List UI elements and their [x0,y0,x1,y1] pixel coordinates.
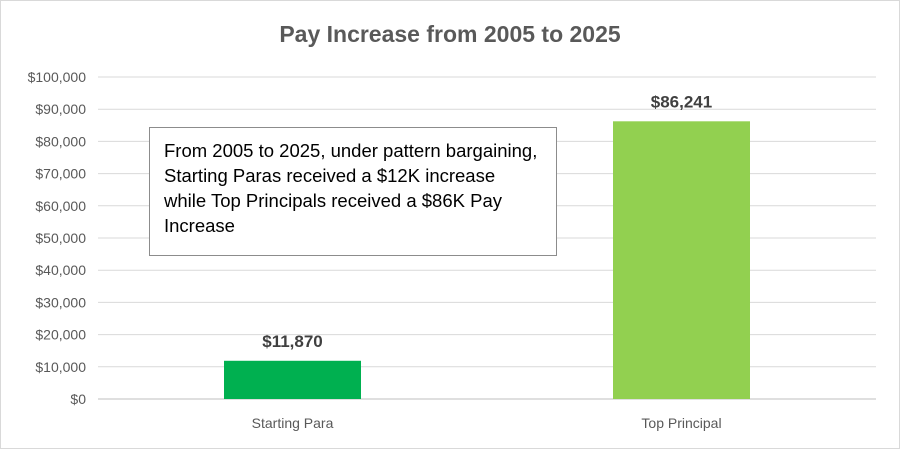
bar [224,360,361,399]
y-tick-label: $60,000 [35,198,86,214]
y-tick-label: $30,000 [35,294,86,310]
y-tick-label: $100,000 [28,69,87,85]
y-tick-label: $80,000 [35,133,86,149]
y-tick-label: $50,000 [35,230,86,246]
y-axis-ticks: $0 $10,000 $20,000 $30,000 $40,000 $50,000 $60… [28,69,87,407]
x-tick-label: Starting Para [252,415,334,431]
y-tick-label: $90,000 [35,101,86,117]
y-tick-label: $0 [70,391,86,407]
x-tick-label: Top Principal [641,415,721,431]
annotation-text-box: From 2005 to 2025, under pattern bargain… [149,127,557,256]
chart-title: Pay Increase from 2005 to 2025 [279,21,621,47]
x-axis-ticks: Starting Para Top Principal [252,415,722,431]
bar [613,121,750,399]
y-tick-label: $40,000 [35,262,86,278]
data-label: $11,870 [262,332,323,351]
bars: $11,870 $86,241 [224,92,750,399]
data-label: $86,241 [651,92,712,111]
y-tick-label: $10,000 [35,359,86,375]
y-tick-label: $70,000 [35,166,86,182]
y-tick-label: $20,000 [35,327,86,343]
